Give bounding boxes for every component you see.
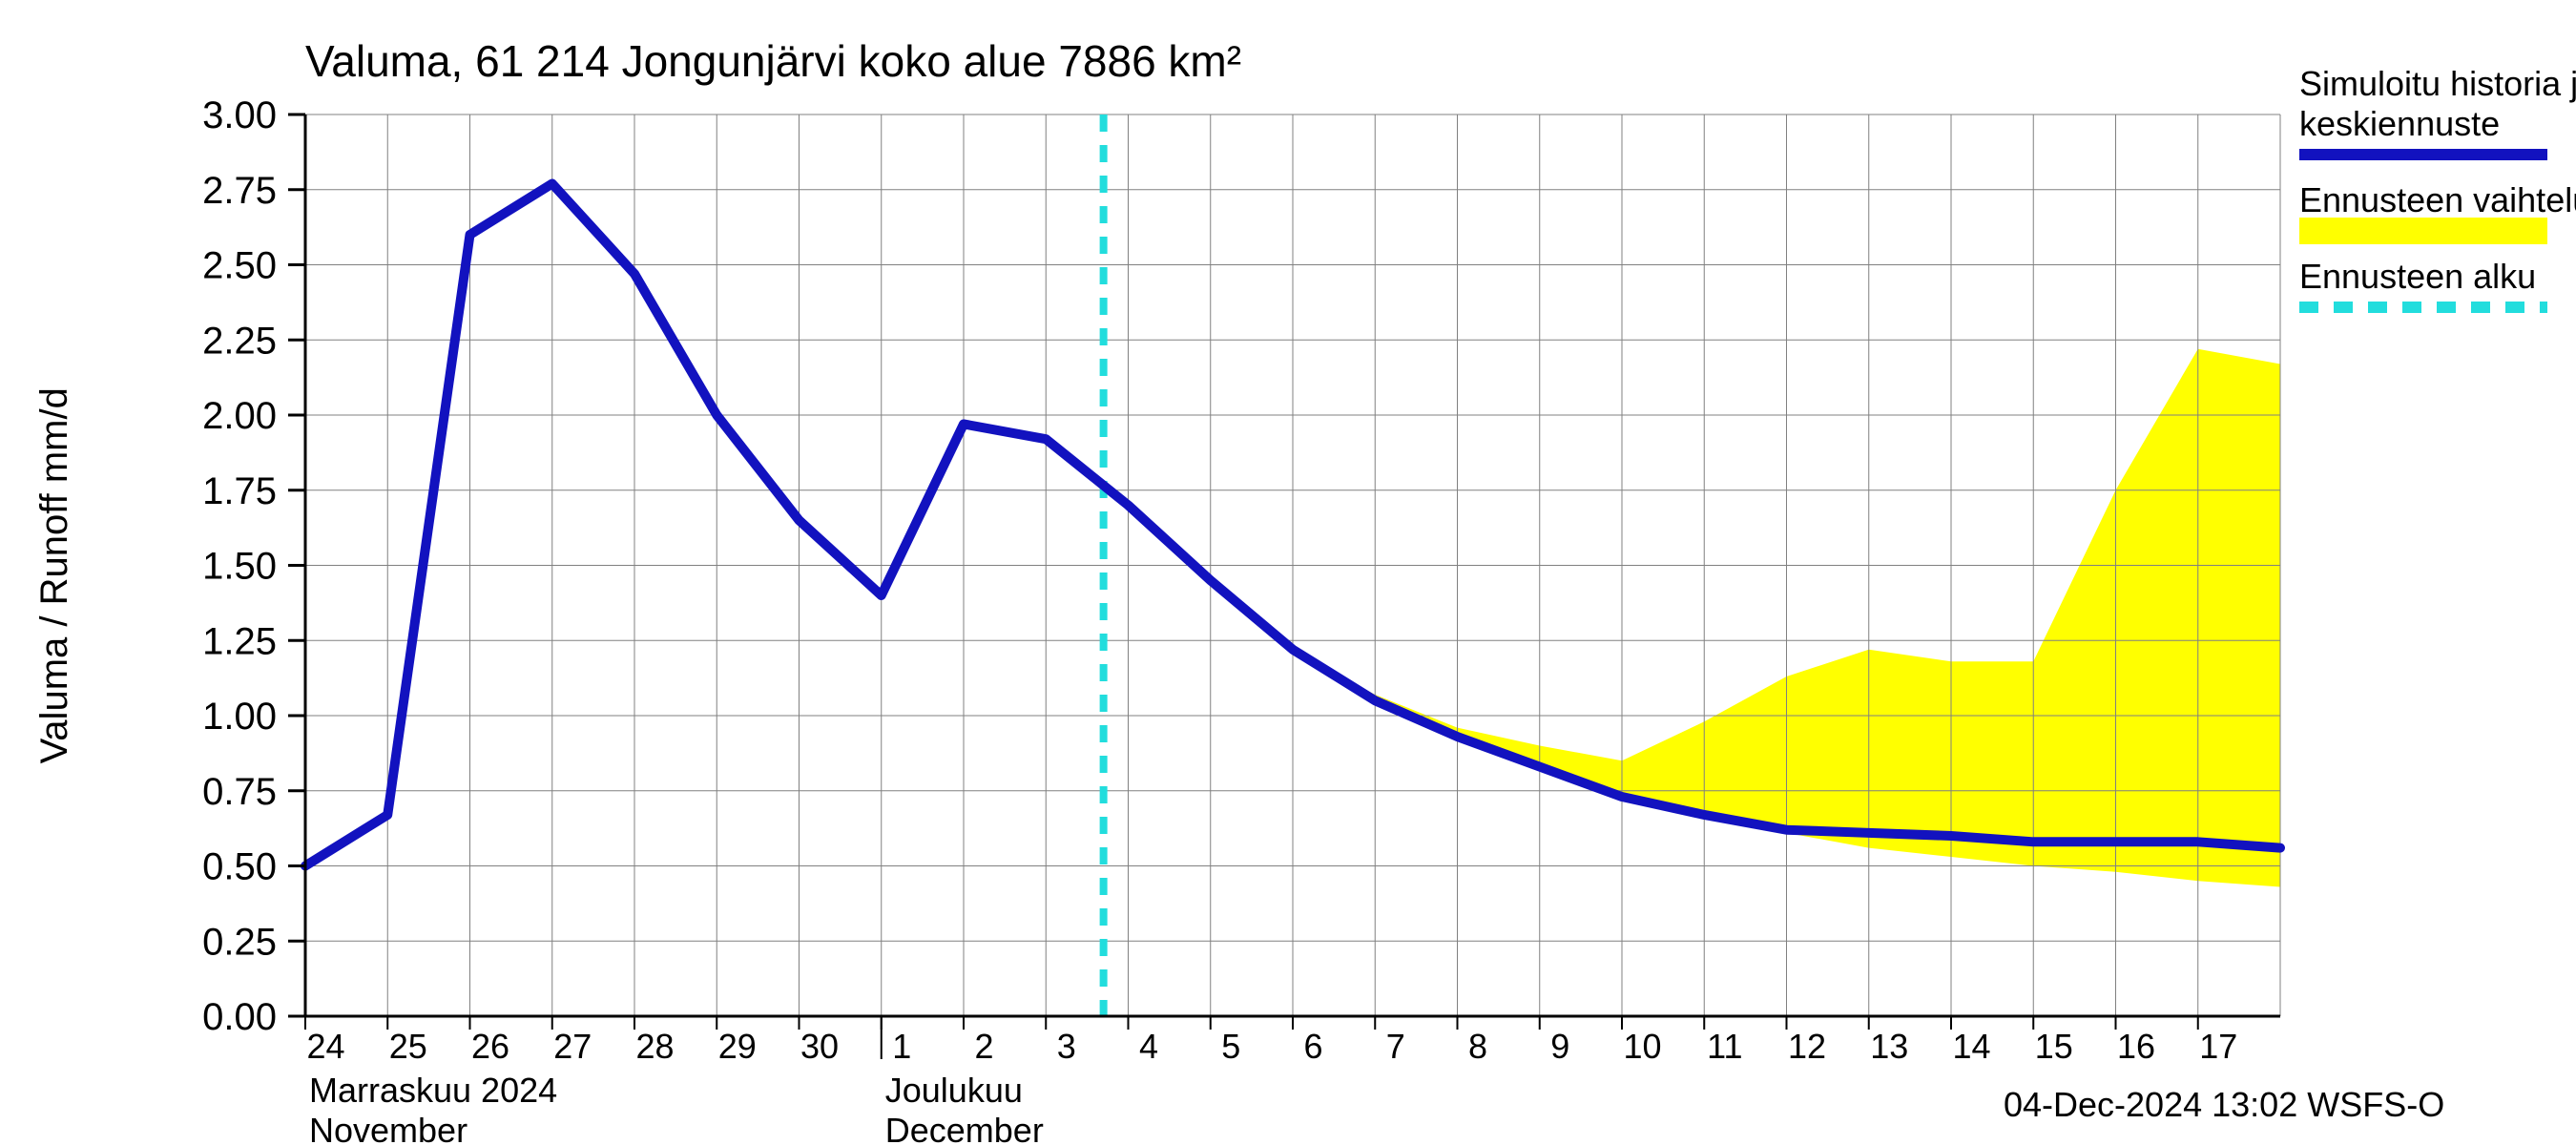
x-tick-label: 1 xyxy=(892,1027,911,1066)
y-tick-label: 2.25 xyxy=(202,320,277,362)
x-tick-label: 6 xyxy=(1304,1027,1323,1066)
y-tick-label: 0.75 xyxy=(202,771,277,813)
chart-footer: 04-Dec-2024 13:02 WSFS-O xyxy=(2004,1085,2444,1124)
x-tick-label: 29 xyxy=(718,1027,757,1066)
y-tick-label: 2.00 xyxy=(202,395,277,437)
y-tick-label: 1.50 xyxy=(202,546,277,588)
x-tick-label: 14 xyxy=(1953,1027,1991,1066)
y-tick-label: 2.75 xyxy=(202,170,277,212)
y-tick-label: 1.25 xyxy=(202,620,277,662)
runoff-chart: 0.00 0.25 0.50 0.75 1.00 1.25 1.50 1.75 2.00 2.25… xyxy=(0,0,2576,1145)
x-tick-label: 16 xyxy=(2117,1027,2155,1066)
x-tick-label: 15 xyxy=(2035,1027,2073,1066)
y-tick-label: 0.00 xyxy=(202,996,277,1038)
month-label: December xyxy=(885,1111,1044,1145)
x-tick-label: 30 xyxy=(800,1027,839,1066)
y-tick-label: 0.50 xyxy=(202,846,277,888)
month-label: Marraskuu 2024 xyxy=(309,1071,557,1110)
y-tick-label: 1.00 xyxy=(202,696,277,738)
legend-label: keskiennuste xyxy=(2299,104,2500,143)
y-tick-label: 0.25 xyxy=(202,921,277,963)
x-tick-label: 12 xyxy=(1788,1027,1826,1066)
x-tick-label: 26 xyxy=(471,1027,509,1066)
y-tick-label: 1.75 xyxy=(202,470,277,512)
x-tick-label: 10 xyxy=(1624,1027,1662,1066)
x-tick-label: 4 xyxy=(1139,1027,1158,1066)
x-tick-label: 9 xyxy=(1550,1027,1569,1066)
x-tick-label: 13 xyxy=(1870,1027,1908,1066)
x-tick-label: 8 xyxy=(1468,1027,1487,1066)
legend-swatch xyxy=(2299,218,2547,244)
x-tick-label: 3 xyxy=(1057,1027,1076,1066)
x-tick-label: 7 xyxy=(1386,1027,1405,1066)
legend-label: Ennusteen alku xyxy=(2299,257,2536,296)
y-tick-label: 3.00 xyxy=(202,94,277,136)
legend-label: Simuloitu historia ja xyxy=(2299,64,2576,103)
x-tick-label: 28 xyxy=(636,1027,675,1066)
month-label: November xyxy=(309,1111,467,1145)
x-tick-label: 17 xyxy=(2199,1027,2237,1066)
x-tick-label: 11 xyxy=(1707,1027,1742,1066)
legend-label: Ennusteen vaihteluväli xyxy=(2299,180,2576,219)
x-tick-label: 24 xyxy=(307,1027,345,1066)
y-tick-label: 2.50 xyxy=(202,245,277,287)
x-tick-label: 2 xyxy=(975,1027,994,1066)
chart-title: Valuma, 61 214 Jongunjärvi koko alue 788… xyxy=(305,36,1241,86)
x-tick-label: 25 xyxy=(389,1027,427,1066)
x-tick-label: 27 xyxy=(553,1027,592,1066)
month-label: Joulukuu xyxy=(885,1071,1023,1110)
x-tick-label: 5 xyxy=(1221,1027,1240,1066)
y-axis-label: Valuma / Runoff mm/d xyxy=(33,387,75,763)
